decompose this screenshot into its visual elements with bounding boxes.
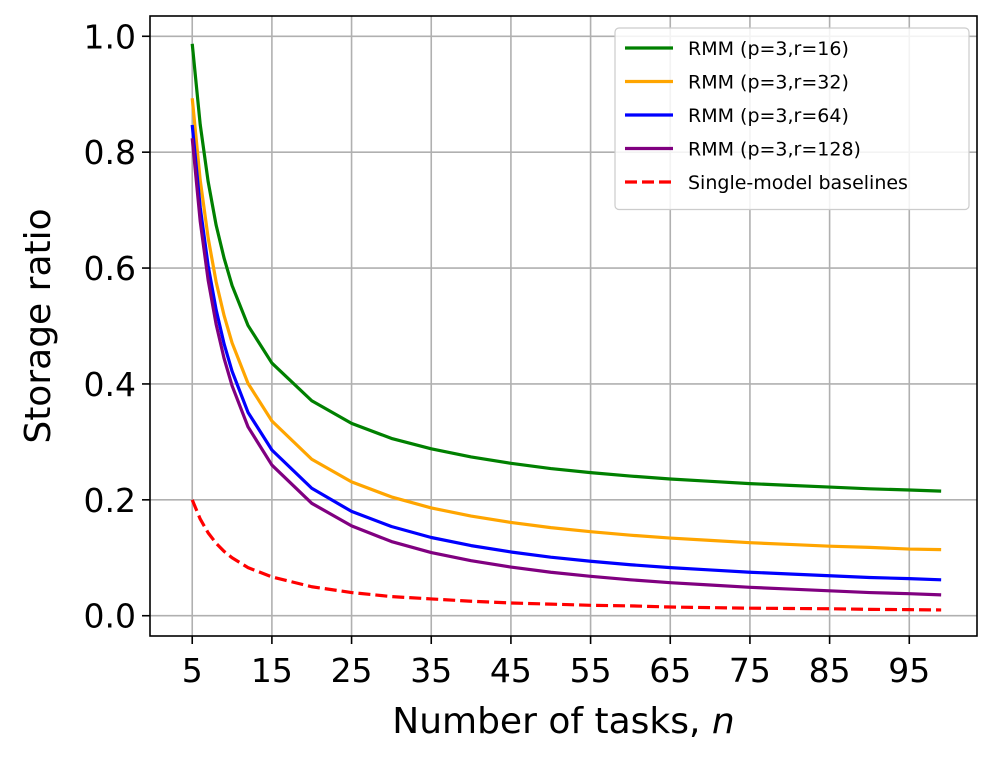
legend-label-5: Single-model baselines xyxy=(688,172,908,194)
y-tick-label: 0.8 xyxy=(84,133,136,172)
series-lines xyxy=(190,43,942,612)
x-tick-label: 35 xyxy=(410,651,452,690)
legend-label-2: RMM (p=3,r=32) xyxy=(688,72,849,94)
x-tick-label: 95 xyxy=(888,651,930,690)
x-axis-label: Number of tasks, n xyxy=(392,701,734,742)
plot-frame xyxy=(149,15,978,637)
legend-label-4: RMM (p=3,r=128) xyxy=(688,139,861,161)
y-tick-label: 1.0 xyxy=(84,17,136,56)
x-tick-label: 85 xyxy=(809,651,851,690)
y-axis-label: Storage ratio xyxy=(18,208,59,443)
y-tick-label: 0.2 xyxy=(84,481,136,520)
y-axis: 0.0 0.2 0.4 0.6 0.8 1.0 xyxy=(84,17,150,636)
x-tick-label: 45 xyxy=(490,651,532,690)
x-axis: 5 15 25 35 45 55 65 75 85 95 xyxy=(182,636,930,690)
y-tick-label: 0.0 xyxy=(84,597,136,636)
y-tick-label: 0.6 xyxy=(84,249,136,288)
x-tick-label: 5 xyxy=(182,651,203,690)
legend: RMM (p=3,r=16) RMM (p=3,r=32) RMM (p=3,r=6… xyxy=(614,27,970,211)
series-line-1 xyxy=(190,43,942,493)
grid xyxy=(150,16,977,636)
series-line-2 xyxy=(190,98,942,552)
legend-label-1: RMM (p=3,r=16) xyxy=(688,38,849,60)
legend-label-3: RMM (p=3,r=64) xyxy=(688,105,849,127)
series-line-3 xyxy=(190,124,942,582)
x-tick-label: 55 xyxy=(570,651,612,690)
x-tick-label: 25 xyxy=(331,651,373,690)
legend-box xyxy=(614,27,970,211)
series-line-4 xyxy=(190,138,942,597)
y-tick-label: 0.4 xyxy=(84,365,136,404)
series-line-5 xyxy=(190,499,942,612)
x-tick-label: 65 xyxy=(649,651,691,690)
x-tick-label: 15 xyxy=(251,651,293,690)
x-tick-label: 75 xyxy=(729,651,771,690)
